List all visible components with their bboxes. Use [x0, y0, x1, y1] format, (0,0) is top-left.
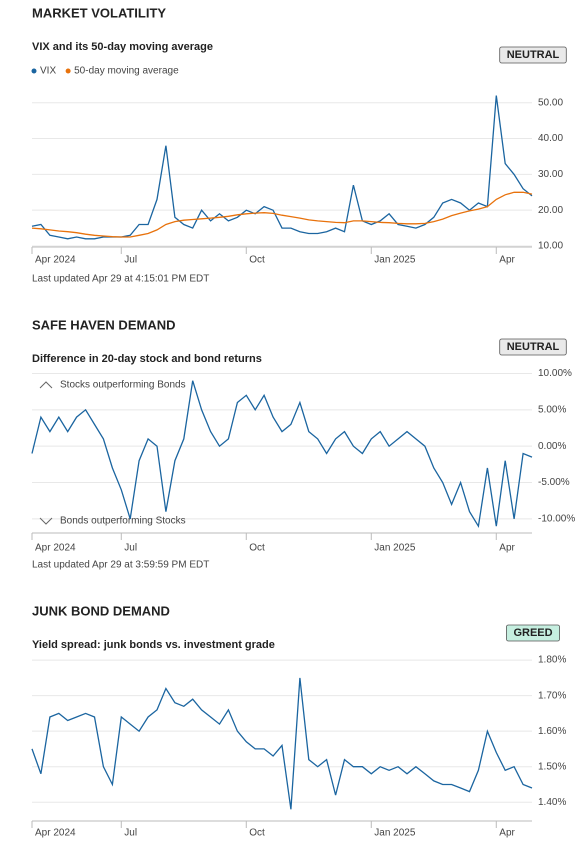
x-tick-label: Apr — [499, 255, 515, 266]
x-tick-label: Oct — [249, 255, 265, 266]
section-heading: JUNK BOND DEMAND — [32, 603, 170, 618]
annotation: Bonds outperforming Stocks — [60, 516, 186, 527]
x-tick-label: Jan 2025 — [374, 255, 416, 266]
annotation: Stocks outperforming Bonds — [60, 380, 186, 391]
section-heading: MARKET VOLATILITY — [32, 5, 166, 20]
status-badge-text: GREED — [513, 627, 552, 639]
y-tick-label: 40.00 — [538, 133, 563, 144]
y-tick-label: -5.00% — [538, 477, 570, 488]
x-tick-label: Jul — [124, 828, 137, 839]
x-tick-label: Apr — [499, 828, 515, 839]
y-tick-label: 10.00 — [538, 241, 563, 252]
legend-label: 50-day moving average — [74, 66, 179, 77]
y-tick-label: 30.00 — [538, 169, 563, 180]
y-tick-label: 20.00 — [538, 205, 563, 216]
x-tick-label: Jan 2025 — [374, 828, 416, 839]
x-tick-label: Jul — [124, 255, 137, 266]
y-tick-label: 1.40% — [538, 797, 566, 808]
chevron-icon — [39, 381, 53, 389]
legend-label: VIX — [40, 66, 56, 77]
chart-subtitle: VIX and its 50-day moving average — [32, 41, 213, 53]
chevron-icon — [39, 517, 53, 525]
status-badge-text: NEUTRAL — [507, 49, 560, 61]
x-tick-label: Apr 2024 — [35, 255, 76, 266]
x-tick-label: Jan 2025 — [374, 543, 416, 554]
y-tick-label: 0.00% — [538, 441, 566, 452]
series-line — [31, 95, 533, 240]
series-line — [31, 191, 533, 238]
legend-dot — [31, 68, 37, 74]
last-updated: Last updated Apr 29 at 4:15:01 PM EDT — [32, 274, 209, 285]
x-tick-label: Oct — [249, 543, 265, 554]
legend-dot — [65, 68, 71, 74]
x-tick-label: Apr — [499, 543, 515, 554]
x-tick-label: Apr 2024 — [35, 543, 76, 554]
chart-subtitle: Yield spread: junk bonds vs. investment … — [32, 639, 275, 651]
y-tick-label: 5.00% — [538, 404, 566, 415]
series-line — [31, 677, 533, 810]
y-tick-label: -10.00% — [538, 514, 575, 525]
y-tick-label: 1.80% — [538, 655, 566, 666]
y-tick-label: 10.00% — [538, 368, 572, 379]
status-badge — [506, 624, 560, 642]
x-tick-label: Oct — [249, 828, 265, 839]
x-tick-label: Jul — [124, 543, 137, 554]
y-tick-label: 50.00 — [538, 97, 563, 108]
chart-subtitle: Difference in 20-day stock and bond retu… — [32, 353, 262, 365]
section-heading: SAFE HAVEN DEMAND — [32, 317, 176, 332]
x-tick-label: Apr 2024 — [35, 828, 76, 839]
y-tick-label: 1.60% — [538, 726, 566, 737]
last-updated: Last updated Apr 29 at 3:59:59 PM EDT — [32, 560, 209, 571]
series-line — [31, 380, 533, 529]
y-tick-label: 1.70% — [538, 690, 566, 701]
status-badge-text: NEUTRAL — [507, 341, 560, 353]
status-badge — [499, 338, 567, 356]
y-tick-label: 1.50% — [538, 761, 566, 772]
status-badge — [499, 46, 567, 64]
